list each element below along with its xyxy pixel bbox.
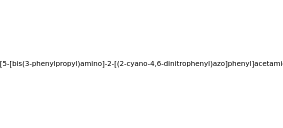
Text: N-[5-[bis(3-phenylpropyl)amino]-2-[(2-cyano-4,6-dinitrophenyl)azo]phenyl]acetami: N-[5-[bis(3-phenylpropyl)amino]-2-[(2-cy… bbox=[0, 61, 283, 67]
